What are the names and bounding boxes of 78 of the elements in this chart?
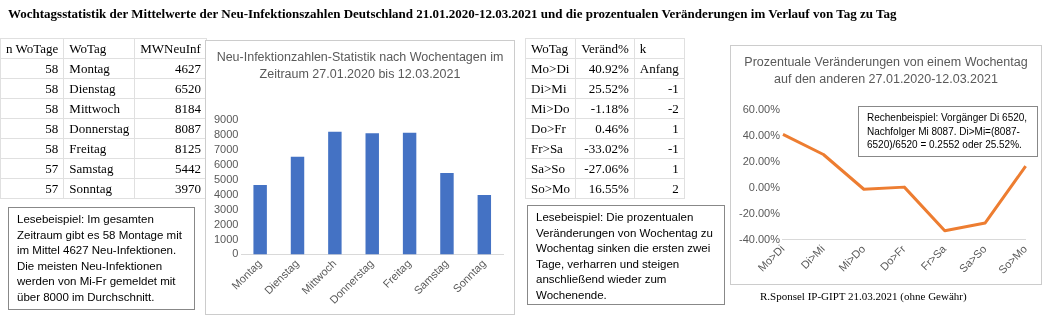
text: Lesebeispiel: Im gesamten Zeitraum gibt es 58 Montage mit im Mittel 4627 Neu-Infektionen. Die meisten Neu-Infektionen werden von Mi-Fr gemeldet mit über 8000 im Durchschnitt. — [8, 207, 195, 310]
category-label: Donnerstag — [63, 118, 135, 139]
y-tick-label: -40.00% — [738, 232, 781, 245]
y-tick-label: 8000 — [213, 127, 239, 140]
bar — [253, 185, 267, 255]
data-label: 4627 — [134, 58, 207, 79]
data-label: 58 — [0, 138, 64, 159]
y-tick-label: 40.00% — [742, 128, 781, 141]
data-label: 3970 — [134, 178, 207, 199]
text: WoTag — [525, 38, 576, 59]
data-label: Anfang — [634, 58, 685, 79]
data-label: 1 — [634, 118, 685, 139]
data-label: 25.52% — [575, 78, 635, 99]
category-label: Dienstag — [63, 78, 135, 99]
y-tick-label: 2000 — [213, 217, 239, 230]
category-label: Mittwoch — [63, 98, 135, 119]
data-label: 57 — [0, 158, 64, 179]
category-label: Sonntag — [63, 178, 135, 199]
category-label: Do>Fr — [525, 118, 576, 139]
bar — [328, 131, 342, 255]
y-tick-label: 5000 — [213, 172, 239, 185]
category-label: Freitag — [63, 138, 135, 159]
y-tick-label: -20.00% — [738, 206, 781, 219]
data-label: 58 — [0, 78, 64, 99]
legend-label: Veränd% — [575, 38, 635, 59]
data-label: -33.02% — [575, 138, 635, 159]
data-label: 6520 — [134, 78, 207, 99]
y-tick-label: 4000 — [213, 187, 239, 200]
data-label: 5442 — [134, 158, 207, 179]
data-label: 40.92% — [575, 58, 635, 79]
text: Wochtagsstatistik der Mittelwerte der Neu-Infektionszahlen Deutschland 21.01.2020-12.03.2021 und die prozentualen Veränderungen im Verlauf von Tag zu Tag — [8, 6, 897, 22]
category-label: Mi>Do — [525, 98, 576, 119]
bar — [477, 194, 492, 255]
y-tick-label: 60.00% — [742, 102, 781, 115]
data-label: 0.46% — [575, 118, 635, 139]
y-tick-label: 0.00% — [748, 180, 781, 193]
text: R.Sponsel IP-GIPT 21.03.2021 (ohne Gewähr) — [760, 290, 967, 302]
data-label: 58 — [0, 58, 64, 79]
data-label: -1 — [634, 138, 685, 159]
text: MWNeuInf — [134, 38, 207, 59]
data-label: -2 — [634, 98, 685, 119]
annotation: Rechenbeispiel: Vorgänger Di 6520, Nachfolger Mi 8087. Di>Mi=(8087-6520)/6520 = 0.2552 oder 25.52%. — [858, 106, 1038, 157]
data-label: -27.06% — [575, 158, 635, 179]
category-label: So>Mo — [525, 178, 576, 199]
category-label: Samstag — [63, 158, 135, 179]
legend-label: k — [634, 38, 685, 59]
bar — [440, 172, 454, 255]
y-tick-label: 7000 — [213, 142, 239, 155]
data-label: 2 — [634, 178, 685, 199]
y-tick-label: 6000 — [213, 157, 239, 170]
data-label: 58 — [0, 98, 64, 119]
data-label: 8184 — [134, 98, 207, 119]
data-label: 8087 — [134, 118, 207, 139]
category-label: Montag — [63, 58, 135, 79]
y-tick-label: 20.00% — [742, 154, 781, 167]
chart-title: Prozentuale Veränderungen von einem Wochentag auf den anderen 27.01.2020-12.03.2021 — [743, 54, 1029, 88]
text: n WoTage — [0, 38, 64, 59]
category-label: Mo>Di — [525, 58, 576, 79]
data-label: 8125 — [134, 138, 207, 159]
data-label: 16.55% — [575, 178, 635, 199]
y-tick-label: 1000 — [213, 232, 239, 245]
bar — [365, 133, 379, 255]
y-tick-label: 0 — [232, 247, 239, 260]
y-tick-label: 3000 — [213, 202, 239, 215]
data-label: 58 — [0, 118, 64, 139]
chart-title: Neu-Infektionzahlen-Statistik nach Wochentagen im Zeitraum 27.01.2020 bis 12.03.2021 — [215, 49, 505, 83]
y-tick-label: 9000 — [213, 112, 239, 125]
bar — [402, 132, 417, 255]
data-label: 1 — [634, 158, 685, 179]
category-label: Sa>So — [525, 158, 576, 179]
category-label: Di>Mi — [525, 78, 576, 99]
data-label: 57 — [0, 178, 64, 199]
bar — [290, 156, 305, 255]
data-label: -1 — [634, 78, 685, 99]
text: WoTag — [63, 38, 135, 59]
category-label: Fr>Sa — [525, 138, 576, 159]
text: Lesebeispiel: Die prozentualen Veränderungen von Wochentag zu Wochentag sinken die ersten zwei Tage, verharren und steigen anschließend wieder zum Wochenende. — [527, 205, 725, 305]
data-label: -1.18% — [575, 98, 635, 119]
